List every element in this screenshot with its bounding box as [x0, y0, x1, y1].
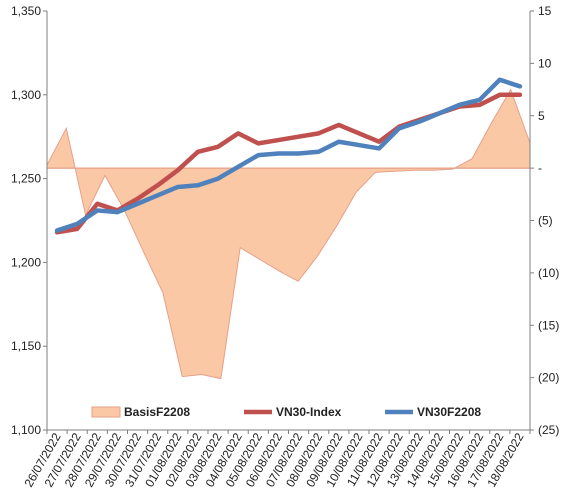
right-tick-label: (5)	[538, 214, 553, 228]
left-tick-label: 1,200	[11, 255, 41, 269]
legend: BasisF2208 VN30-Index VN30F2208	[91, 405, 481, 419]
legend-label-vn30-index: VN30-Index	[276, 405, 342, 419]
area-basisf2208	[46, 88, 531, 380]
right-tick-label: 15	[538, 4, 552, 18]
left-tick-label: 1,300	[11, 88, 41, 102]
legend-label-basisf2208: BasisF2208	[124, 405, 190, 419]
legend-label-vn30f2208: VN30F2208	[417, 405, 481, 419]
right-tick-label: -	[538, 161, 542, 175]
right-tick-label: (15)	[538, 318, 559, 332]
left-tick-label: 1,350	[11, 4, 41, 18]
right-tick-label: 10	[538, 56, 552, 70]
line-vn30f2208	[54, 77, 523, 233]
right-tick-label: (20)	[538, 371, 559, 385]
axis-layer: 1,100 1,150 1,200 1,250 1,300 1,350 (25) (20) (1…	[11, 4, 559, 490]
right-tick-label: (25)	[538, 423, 559, 437]
left-tick-label: 1,250	[11, 172, 41, 186]
right-tick-label: (10)	[538, 266, 559, 280]
right-tick-label: 5	[538, 109, 545, 123]
legend-swatch-basisf2208	[91, 406, 121, 418]
left-tick-label: 1,150	[11, 339, 41, 353]
area-layer	[46, 88, 531, 380]
left-tick-label: 1,100	[11, 423, 41, 437]
line-layer	[54, 77, 523, 235]
